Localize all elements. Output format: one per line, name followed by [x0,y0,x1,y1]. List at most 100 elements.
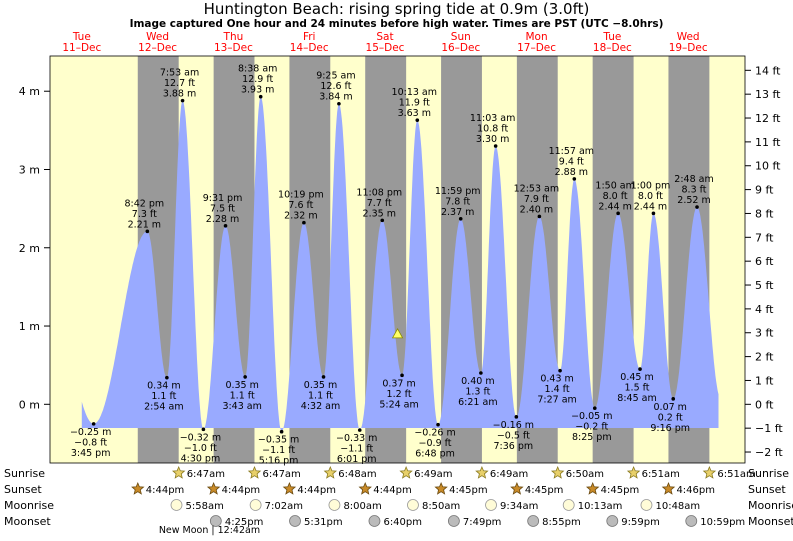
sunset-time: 4:45pm [601,485,640,496]
tide-label: 3.84 m [319,92,352,103]
y-tick-label-ft: 7 ft [755,231,774,244]
tide-label: 6:21 am [458,397,497,408]
sunrise-icon [399,465,413,479]
tide-label: 7.7 ft [367,198,392,209]
tide-label: 8:45 am [617,393,656,404]
day-label-date: 12–Dec [138,42,177,54]
row-label-left: Moonset [4,515,51,528]
tide-point [165,375,169,380]
sunset-time: 4:44pm [297,485,336,496]
tide-label: −0.05 m [571,411,612,422]
row-label-left: Sunrise [4,467,45,480]
tide-label: −0.9 ft [419,438,452,449]
tide-label: 1.1 ft [308,390,333,401]
day-label-date: 18–Dec [593,42,632,54]
sunset-time: 4:46pm [676,485,715,496]
tide-label: 10:19 pm [278,190,324,201]
tide-label: 11.9 ft [399,98,430,109]
tide-label: 0.07 m [654,402,687,413]
y-tick-label-ft: 14 ft [755,64,781,77]
tide-label: 0.35 m [225,380,258,391]
tide-label: 7.5 ft [210,203,235,214]
y-tick-label-ft: 6 ft [755,255,774,268]
sunrise-icon [550,465,565,479]
moonset-time: 5:31pm [304,517,343,528]
tide-label: −0.32 m [180,432,221,443]
tide-label: 2:54 am [144,402,183,413]
day-label-name: Thu [223,31,244,43]
sunrise-time: 6:50am [566,469,604,480]
tide-point [514,415,519,419]
y-tick-label-ft: 2 ft [755,351,774,364]
day-label-name: Tue [72,31,91,43]
moonrise-time: 10:48am [655,501,700,512]
sunrise-icon [323,465,338,479]
y-tick-label-ft: 10 ft [755,160,781,173]
tide-point [616,211,620,216]
tide-label: 1.1 ft [151,391,176,402]
tide-label: −1.1 ft [262,445,295,456]
tide-label: 10:13 am [392,87,437,98]
moonset-time: 6:40pm [383,517,422,528]
y-tick-label-ft: 1 ft [755,374,774,387]
moonset-time: 4:25pm [225,517,264,528]
tide-label: 6:01 pm [337,454,377,465]
tide-label: 2.32 m [284,211,317,222]
row-label-right: Moonset [748,515,793,528]
y-tick-label-ft: 11 ft [755,136,781,149]
tide-label: 0.45 m [620,372,653,383]
tide-label: 5:24 am [379,399,418,410]
tide-label: −0.26 m [414,428,455,439]
tide-point [458,217,463,221]
sunset-time: 4:44pm [146,485,185,496]
tide-label: 7:36 pm [494,441,534,452]
sunrise-time: 6:47am [187,469,225,480]
day-label-date: 15–Dec [366,42,405,54]
tide-label: −0.16 m [493,420,534,431]
tide-label: 7:27 am [537,395,576,406]
sunset-icon [586,481,600,495]
tide-label: 7.6 ft [288,200,313,211]
tide-label: 0.35 m [304,380,337,391]
tide-label: 11:57 am [549,146,594,157]
y-tick-label-m: 1 m [19,320,40,333]
tide-point [651,211,656,216]
tide-label: 2.37 m [441,207,474,218]
moonrise-icon [485,499,497,511]
tide-point [258,94,263,99]
tide-point [400,373,404,378]
tide-label: 3:45 pm [71,448,111,459]
sunrise-icon [172,465,186,479]
tide-label: 1:50 am [595,180,634,191]
day-label-name: Tue [602,31,621,43]
tide-label: 1.5 ft [625,383,650,394]
chart-subtitle: Image captured One hour and 24 minutes b… [130,18,664,30]
tide-label: 2.44 m [598,201,631,212]
moonset-icon [527,515,540,527]
moonset-time: 7:49pm [463,517,502,528]
y-tick-label-m: 3 m [19,163,40,176]
plot-frame [49,55,746,464]
tide-point [243,375,247,379]
moonrise-icon [640,499,653,511]
tide-label: 2.28 m [206,214,239,225]
moonrise-time: 10:13am [578,501,623,512]
tide-label: 2.21 m [128,219,161,230]
tide-label: 3.88 m [163,89,196,100]
sunset-time: 4:44pm [373,485,412,496]
y-tick-label-ft: 3 ft [755,327,774,340]
tide-label: 4:32 am [301,401,340,412]
tide-label: 0.43 m [540,374,573,385]
sunrise-time: 6:47am [262,469,300,480]
row-label-right: Sunrise [748,467,789,480]
moonrise-icon [328,499,341,511]
y-tick-label-m: 0 m [19,398,40,411]
tide-label: −0.33 m [336,433,377,444]
y-tick-label-ft: 13 ft [755,88,781,101]
sunset-time: 4:45pm [449,485,488,496]
y-tick-label-ft: −1 ft [755,422,783,435]
tide-label: 7.3 ft [132,209,157,220]
tide-point [695,205,699,209]
